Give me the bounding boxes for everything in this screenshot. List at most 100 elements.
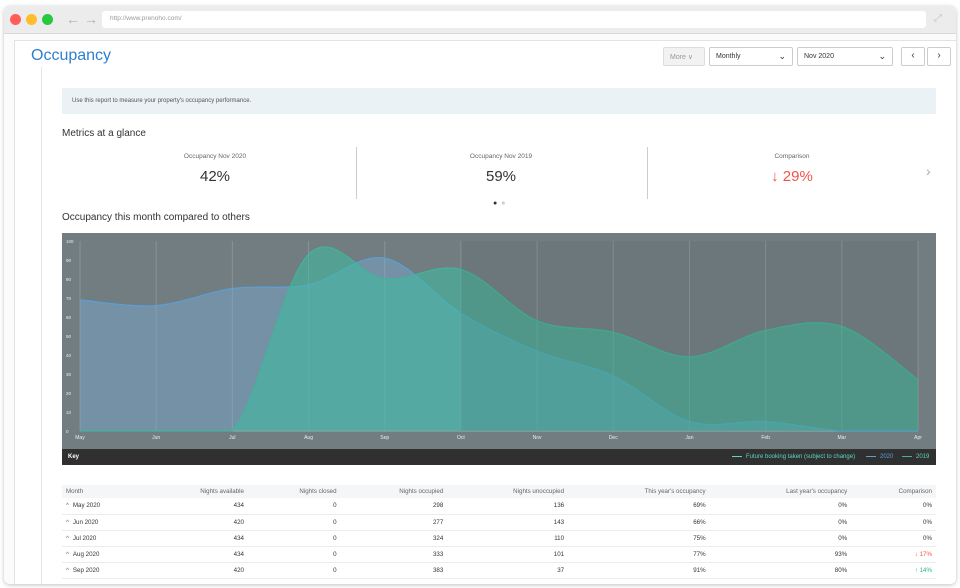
col-unoccupied[interactable]: Nights unoccupied: [447, 485, 569, 498]
col-occupied[interactable]: Nights occupied: [340, 485, 448, 498]
legend-2020: 2020: [866, 454, 893, 460]
info-banner: Use this report to measure your property…: [62, 88, 936, 114]
y-tick-label: 0: [66, 429, 69, 434]
month-select[interactable]: Nov 2020 ⌄: [797, 47, 893, 66]
x-tick-label: May: [75, 435, 85, 441]
y-tick-label: 70: [66, 296, 72, 301]
row-month: Jul 2020: [72, 534, 97, 542]
x-tick-label: Jun: [152, 435, 160, 441]
cell-unoccupied: 101: [447, 546, 569, 563]
y-tick-label: 80: [66, 277, 72, 282]
y-tick-label: 20: [66, 391, 72, 396]
occupancy-chart: May Jun Jul Aug Sep Oct Nov Dec Jan Feb Mar Apr 0 10 2…: [62, 233, 936, 449]
chevron-up-icon[interactable]: ^: [66, 566, 69, 574]
minimize-window-button[interactable]: [26, 14, 37, 25]
chart-title: Occupancy this month compared to others: [62, 212, 250, 223]
cell-comparison: 0%: [851, 498, 936, 515]
report-panel: Use this report to measure your property…: [41, 67, 956, 584]
chevron-up-icon[interactable]: ^: [66, 518, 69, 526]
cell-last-year: 0%: [709, 514, 852, 531]
zoom-window-button[interactable]: [42, 14, 53, 25]
cell-available: 420: [142, 562, 248, 579]
cell-available: 434: [142, 530, 248, 547]
metric-current: Occupancy Nov 2020 42%: [70, 149, 360, 199]
forward-arrow-icon[interactable]: →: [84, 11, 98, 27]
y-tick-label: 60: [66, 315, 72, 320]
next-month-button[interactable]: ›: [927, 47, 951, 66]
chevron-up-icon[interactable]: ^: [66, 550, 69, 558]
previous-month-button[interactable]: ‹: [901, 47, 925, 66]
cell-unoccupied: 37: [447, 562, 569, 579]
page-content: Occupancy More ∨ Monthly ⌄ Nov 2020 ⌄ ‹ …: [4, 34, 956, 584]
x-tick-label: Nov: [533, 435, 542, 441]
fullscreen-icon[interactable]: ⤢: [934, 13, 942, 24]
cell-closed: 0: [247, 546, 341, 563]
table-header-row: Month Nights available Nights closed Nig…: [62, 485, 936, 498]
col-last-year[interactable]: Last year's occupancy: [709, 485, 852, 498]
metric-comparison: Comparison ↓ 29%: [647, 149, 937, 199]
y-tick-label: 10: [66, 410, 72, 415]
legend-2019-label: 2019: [916, 454, 930, 460]
table-row[interactable]: ^ May 2020 434 0 298 136 69% 0% 0%: [62, 498, 936, 515]
metric-label: Occupancy Nov 2020: [183, 153, 247, 160]
chart-key-bar: Key Future booking taken (subject to cha…: [62, 449, 936, 465]
x-tick-label: Sep: [380, 435, 389, 441]
cell-closed: 0: [247, 498, 341, 515]
table-row[interactable]: ^ Jun 2020 420 0 277 143 66% 0% 0%: [62, 514, 936, 531]
cell-unoccupied: 143: [447, 514, 569, 531]
legend-future: Future booking taken (subject to change): [732, 454, 855, 460]
address-bar[interactable]: http://www.prenoho.com/: [102, 11, 926, 28]
row-month: Aug 2020: [72, 550, 100, 558]
table-row[interactable]: ^ Sep 2020 420 0 383 37 91% 80% ↑ 14%: [62, 562, 936, 579]
cell-closed: 0: [247, 514, 341, 531]
cell-unoccupied: 136: [447, 498, 569, 515]
period-select[interactable]: Monthly ⌄: [709, 47, 793, 66]
series-area-2019: [80, 246, 918, 431]
cell-occupied: 324: [340, 530, 448, 547]
cell-comparison: ↓ 17%: [851, 546, 936, 563]
col-available[interactable]: Nights available: [142, 485, 248, 498]
cell-occupied: 383: [340, 562, 448, 579]
metric-value: ↓ 29%: [771, 168, 813, 185]
chevron-up-icon[interactable]: ^: [66, 502, 69, 510]
pager-dot-active[interactable]: ●: [493, 200, 502, 207]
x-tick-label: Jul: [229, 435, 235, 441]
x-tick-label: Feb: [761, 435, 770, 441]
row-month: Sep 2020: [72, 566, 100, 574]
future-region: [460, 241, 918, 431]
metric-last-year: Occupancy Nov 2019 59%: [356, 149, 646, 199]
table-row[interactable]: ^ Aug 2020 434 0 333 101 77% 93% ↓ 17%: [62, 546, 936, 563]
y-tick-label: 90: [66, 258, 72, 263]
cell-closed: 0: [247, 562, 341, 579]
cell-comparison: ↑ 14%: [851, 562, 936, 579]
browser-toolbar: ← → http://www.prenoho.com/ ⤢: [4, 6, 956, 34]
chevron-up-icon[interactable]: ^: [66, 534, 69, 542]
pager-dot[interactable]: ●: [501, 200, 510, 207]
y-tick-label: 100: [66, 239, 74, 244]
row-month: Jun 2020: [72, 518, 99, 526]
cell-closed: 0: [247, 530, 341, 547]
cell-this-year: 75%: [568, 530, 710, 547]
col-this-year[interactable]: This year's occupancy: [568, 485, 710, 498]
y-tick-label: 30: [66, 372, 72, 377]
browser-window: ← → http://www.prenoho.com/ ⤢ Occupancy …: [4, 6, 956, 584]
app-area: Occupancy More ∨ Monthly ⌄ Nov 2020 ⌄ ‹ …: [14, 40, 956, 584]
row-month: May 2020: [72, 502, 101, 510]
table-row[interactable]: ^ Jul 2020 434 0 324 110 75% 0% 0%: [62, 530, 936, 547]
y-tick-label: 50: [66, 334, 72, 339]
cell-last-year: 80%: [709, 562, 852, 579]
cell-comparison: 0%: [851, 514, 936, 531]
x-tick-label: Aug: [304, 435, 313, 441]
chevron-down-icon: ⌄: [878, 51, 886, 61]
col-closed[interactable]: Nights closed: [247, 485, 341, 498]
chevron-right-icon[interactable]: ›: [926, 163, 931, 179]
close-window-button[interactable]: [10, 14, 21, 25]
more-button[interactable]: More ∨: [663, 47, 705, 66]
divider: [647, 147, 648, 199]
y-tick-label: 40: [66, 353, 72, 358]
col-month[interactable]: Month: [62, 485, 142, 498]
glance-title: Metrics at a glance: [62, 128, 146, 139]
month-value: Nov 2020: [804, 53, 834, 60]
col-comparison[interactable]: Comparison: [851, 485, 936, 498]
back-arrow-icon[interactable]: ←: [66, 11, 80, 27]
